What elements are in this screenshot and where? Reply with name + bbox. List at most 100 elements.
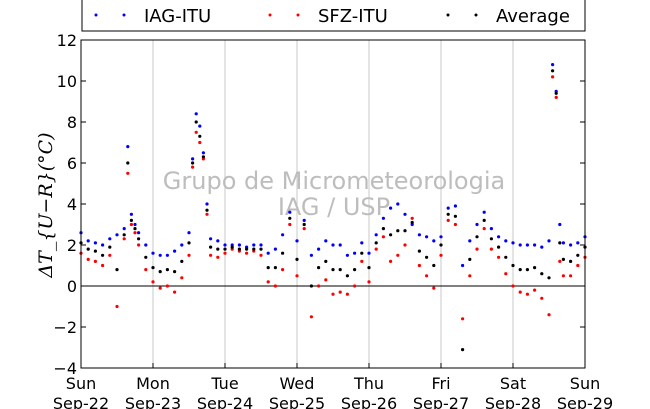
x-tick-date: Sep-24 xyxy=(197,394,253,409)
data-point xyxy=(475,235,479,239)
data-point xyxy=(381,235,385,239)
data-point xyxy=(201,155,205,159)
data-point xyxy=(209,245,213,249)
data-point xyxy=(259,243,263,247)
data-point xyxy=(266,280,270,284)
data-point xyxy=(504,239,508,243)
data-point xyxy=(198,140,202,145)
data-point xyxy=(403,243,407,247)
data-point xyxy=(194,120,198,124)
data-point xyxy=(468,274,472,278)
data-point xyxy=(453,204,457,208)
data-point xyxy=(205,208,209,212)
series-iag-itu xyxy=(79,63,587,268)
data-point xyxy=(533,288,537,292)
data-point xyxy=(122,233,126,237)
data-point xyxy=(302,227,306,231)
data-point xyxy=(338,268,342,272)
data-point xyxy=(108,245,112,249)
data-point xyxy=(209,253,213,257)
data-point xyxy=(309,315,313,319)
x-tick-date: Sep-26 xyxy=(341,394,397,409)
data-point xyxy=(558,222,562,227)
data-point xyxy=(151,251,155,255)
data-point xyxy=(345,292,349,296)
data-point xyxy=(302,218,306,222)
data-point xyxy=(367,251,371,255)
data-point xyxy=(288,216,292,220)
data-point xyxy=(511,241,515,245)
data-point xyxy=(389,206,393,210)
data-point xyxy=(86,239,90,243)
data-point xyxy=(324,278,328,282)
data-point xyxy=(540,272,544,276)
y-tick-label: 10 xyxy=(57,72,77,91)
x-tick-date: Sep-23 xyxy=(125,394,181,409)
data-point xyxy=(295,274,299,278)
x-tick-day: Thu xyxy=(353,374,384,393)
x-tick-date: Sep-27 xyxy=(413,394,469,409)
data-point xyxy=(432,286,436,290)
data-point xyxy=(554,91,558,95)
data-point xyxy=(403,212,407,216)
data-point xyxy=(324,239,328,243)
data-point xyxy=(295,239,299,243)
data-point xyxy=(518,268,522,272)
data-point xyxy=(338,243,342,247)
y-tick-label: 12 xyxy=(57,31,77,50)
data-point xyxy=(374,247,378,251)
data-point xyxy=(158,270,162,274)
data-point xyxy=(288,210,292,214)
data-point xyxy=(281,251,285,255)
data-point xyxy=(360,251,364,255)
y-tick-label: 0 xyxy=(67,277,77,296)
legend-label: Average xyxy=(496,6,570,27)
data-point xyxy=(475,222,479,227)
data-point xyxy=(533,243,537,247)
x-tick-day: Wed xyxy=(280,374,315,393)
data-point xyxy=(417,249,421,253)
data-point xyxy=(396,229,400,233)
data-point xyxy=(403,229,407,233)
x-tick-date: Sep-25 xyxy=(269,394,325,409)
data-point xyxy=(223,243,227,247)
x-tick-day: Tue xyxy=(210,374,238,393)
data-point xyxy=(511,284,515,288)
data-point xyxy=(417,263,421,268)
y-tick-label: −2 xyxy=(53,318,77,337)
data-point xyxy=(461,263,465,268)
data-point xyxy=(165,268,169,272)
data-point xyxy=(126,161,130,165)
data-point xyxy=(338,290,342,294)
y-axis-label: ΔT_{U−R}(°C) xyxy=(35,132,57,278)
legend-marker xyxy=(296,13,300,17)
data-point xyxy=(245,251,249,255)
legend-label: IAG-ITU xyxy=(144,6,211,27)
x-tick-date: Sep-22 xyxy=(53,394,109,409)
data-point xyxy=(360,241,364,245)
data-point xyxy=(93,259,97,263)
data-point xyxy=(558,241,562,245)
data-point xyxy=(569,243,573,247)
data-point xyxy=(115,268,119,272)
data-point xyxy=(461,317,465,321)
data-point xyxy=(266,266,270,270)
data-point xyxy=(518,243,522,247)
data-point xyxy=(201,151,205,155)
data-point xyxy=(317,266,321,270)
data-point xyxy=(518,290,522,294)
x-tick-day: Mon xyxy=(136,374,170,393)
data-point xyxy=(86,247,90,251)
data-point xyxy=(554,95,558,99)
data-point xyxy=(122,227,126,231)
data-point xyxy=(439,235,443,239)
data-point xyxy=(345,253,349,257)
data-point xyxy=(245,247,249,251)
data-point xyxy=(158,286,162,290)
y-axis: −4 −2 0 2 4 6 8 10 12 xyxy=(53,31,585,378)
data-point xyxy=(525,292,530,296)
data-point xyxy=(540,296,544,300)
data-point xyxy=(381,216,385,220)
data-point xyxy=(547,313,551,317)
data-point xyxy=(93,249,97,253)
